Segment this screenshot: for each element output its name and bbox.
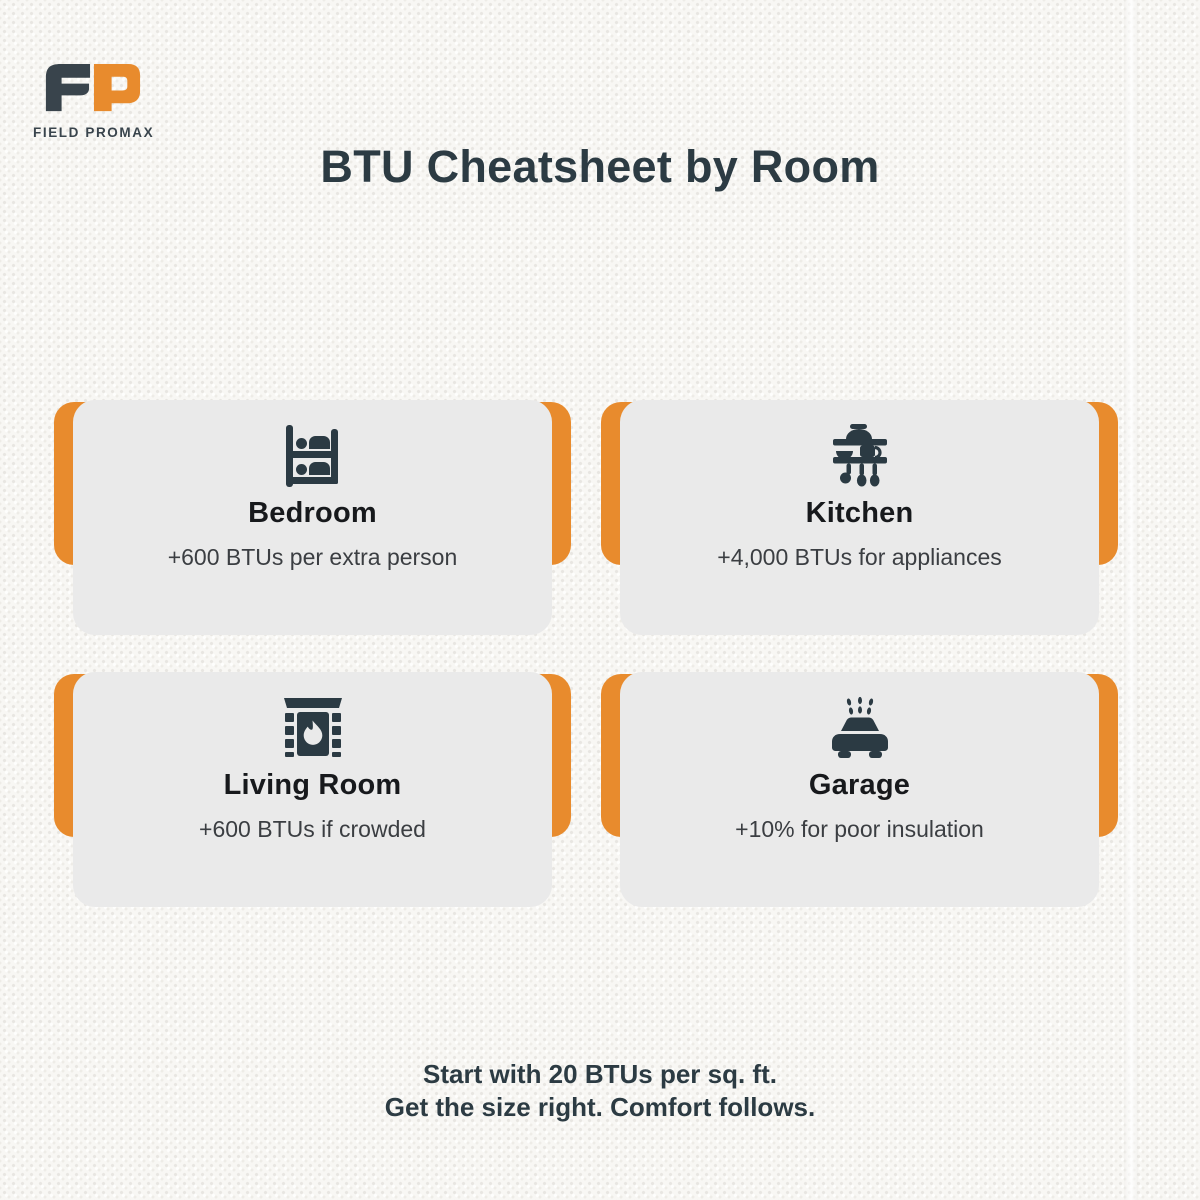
footer-tagline: Start with 20 BTUs per sq. ft. Get the s… — [0, 1058, 1200, 1124]
card-kitchen: Kitchen +4,000 BTUs for appliances — [601, 400, 1118, 635]
card-subtitle: +4,000 BTUs for appliances — [717, 544, 1002, 570]
brand-logo: FIELD PROMAX — [33, 64, 154, 140]
footer-line-1: Start with 20 BTUs per sq. ft. — [423, 1059, 777, 1089]
card-living-room: Living Room +600 BTUs if crowded — [54, 672, 571, 907]
kitchen-shelf-icon — [620, 424, 1099, 488]
page-title: BTU Cheatsheet by Room — [320, 141, 880, 192]
card-body: Bedroom +600 BTUs per extra person — [73, 400, 552, 635]
card-title: Kitchen — [805, 497, 914, 529]
card-subtitle: +600 BTUs per extra person — [167, 544, 458, 570]
bunk-bed-icon — [73, 424, 552, 488]
car-wash-icon — [620, 696, 1099, 760]
card-subtitle: +10% for poor insulation — [735, 816, 984, 842]
card-subtitle: +600 BTUs if crowded — [199, 816, 426, 842]
card-title: Bedroom — [248, 497, 377, 529]
fp-logo-icon — [45, 64, 141, 112]
card-body: Kitchen +4,000 BTUs for appliances — [620, 400, 1099, 635]
card-body: Living Room +600 BTUs if crowded — [73, 672, 552, 907]
brand-name: FIELD PROMAX — [33, 125, 155, 140]
card-title: Garage — [808, 769, 911, 801]
footer-line-2: Get the size right. Comfort follows. — [384, 1092, 816, 1122]
card-bedroom: Bedroom +600 BTUs per extra person — [54, 400, 571, 635]
card-garage: Garage +10% for poor insulation — [601, 672, 1118, 907]
card-body: Garage +10% for poor insulation — [620, 672, 1099, 907]
card-title: Living Room — [223, 769, 402, 801]
fireplace-icon — [73, 696, 552, 760]
